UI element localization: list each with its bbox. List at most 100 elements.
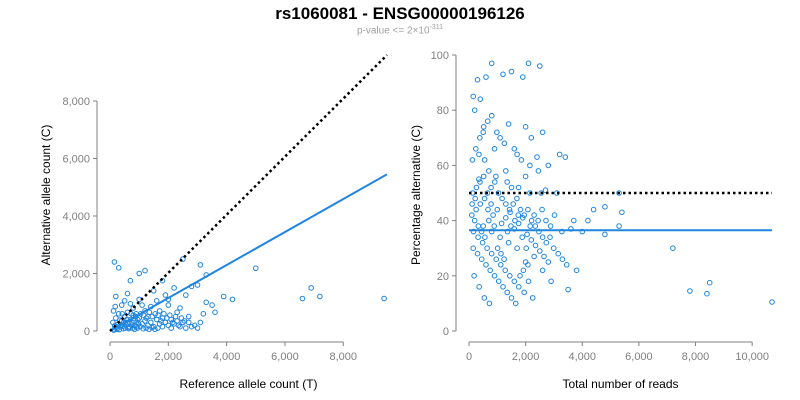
right-data-point: [479, 239, 486, 246]
left-data-point: [137, 311, 144, 317]
right-data-point: [590, 206, 597, 213]
right-data-point: [505, 121, 512, 127]
right-data-point: [551, 212, 558, 218]
left-data-point: [168, 325, 174, 331]
right-data-point: [527, 162, 533, 169]
left-data-point: [152, 311, 158, 317]
right-data-point: [503, 201, 509, 207]
right-data-point: [545, 259, 552, 265]
right-data-point: [534, 154, 540, 160]
right-data-point: [503, 168, 509, 174]
right-data-point: [518, 157, 525, 163]
right-data-point: [525, 60, 532, 67]
left-data-point: [178, 315, 185, 321]
right-data-point: [504, 289, 511, 296]
left-data-point: [177, 305, 183, 311]
right-data-point: [482, 234, 488, 240]
right-data-point: [556, 151, 563, 158]
right-data-point: [500, 71, 506, 78]
right-data-point: [525, 206, 531, 213]
left-y-tick-label: 4,000: [62, 211, 90, 223]
right-data-point: [484, 190, 491, 196]
left-data-point: [149, 324, 155, 331]
right-data-point: [490, 212, 496, 218]
right-data-point: [521, 212, 528, 218]
right-data-point: [548, 278, 554, 285]
right-data-point: [704, 290, 710, 297]
right-data-point: [539, 234, 546, 240]
right-data-point: [506, 206, 513, 213]
right-data-point: [522, 173, 529, 180]
right-y-tick-label: 60: [437, 160, 449, 172]
right-data-point: [477, 179, 483, 185]
left-data-point: [111, 259, 118, 265]
right-data-point: [476, 176, 482, 182]
left-data-point: [155, 325, 161, 331]
right-data-point: [487, 267, 494, 274]
left-data-point: [317, 293, 323, 300]
right-data-point: [469, 157, 476, 163]
left-data-point: [183, 325, 189, 331]
right-data-point: [500, 284, 506, 290]
right-data-point: [555, 250, 562, 257]
right-data-point: [469, 201, 475, 207]
left-x-tick-label: 2,000: [155, 351, 183, 363]
left-data-point: [191, 322, 198, 329]
chart-subtitle: p-value <= 2×10-311: [0, 24, 800, 36]
left-data-point: [112, 303, 118, 310]
left-data-point: [171, 285, 177, 291]
right-data-point: [616, 223, 622, 229]
left-x-tick-label: 0: [107, 351, 113, 363]
left-data-point: [131, 326, 138, 333]
right-data-point: [477, 201, 484, 207]
left-data-point: [185, 313, 192, 320]
left-data-point: [148, 319, 154, 326]
left-data-point: [140, 325, 146, 332]
left-data-point: [253, 265, 259, 272]
left-data-point: [115, 265, 122, 271]
right-data-point: [495, 278, 502, 285]
right-data-point: [508, 295, 515, 301]
right-y-tick-label: 40: [437, 216, 449, 228]
right-data-point: [543, 239, 550, 246]
right-data-point: [670, 245, 676, 251]
left-data-point: [153, 298, 160, 304]
right-data-point: [529, 295, 536, 301]
right-data-point: [537, 248, 543, 254]
chart-title: rs1060081 - ENSG00000196126: [275, 4, 525, 23]
left-x-axis-label: Reference allele count (T): [179, 377, 317, 391]
right-data-point: [573, 267, 580, 274]
right-data-point: [483, 262, 489, 268]
right-data-point: [477, 96, 484, 102]
right-data-point: [480, 173, 487, 180]
right-data-point: [769, 299, 775, 305]
right-data-point: [520, 215, 526, 221]
left-data-point: [197, 262, 204, 268]
right-data-point: [512, 217, 518, 224]
left-data-point: [130, 305, 137, 311]
left-data-point: [165, 302, 172, 308]
right-data-point: [543, 217, 549, 224]
right-data-point: [508, 68, 515, 75]
right-data-point: [505, 239, 512, 246]
right-data-point: [481, 157, 488, 163]
right-data-point: [532, 223, 539, 229]
left-data-point: [128, 322, 135, 329]
right-data-point: [480, 124, 487, 130]
right-data-point: [477, 135, 483, 141]
right-data-point: [473, 184, 480, 191]
right-data-point: [471, 107, 478, 113]
right-data-point: [486, 300, 493, 307]
left-data-point: [134, 325, 141, 331]
right-data-point: [528, 135, 535, 141]
left-data-point: [127, 277, 134, 284]
right-x-axis-label: Total number of reads: [562, 377, 678, 391]
left-data-point: [124, 290, 131, 297]
left-x-tick-label: 8,000: [329, 351, 357, 363]
right-data-point: [514, 195, 520, 202]
p-value-exponent: -311: [429, 24, 444, 31]
right-data-point: [508, 223, 514, 229]
left-reference-line: [109, 54, 388, 332]
